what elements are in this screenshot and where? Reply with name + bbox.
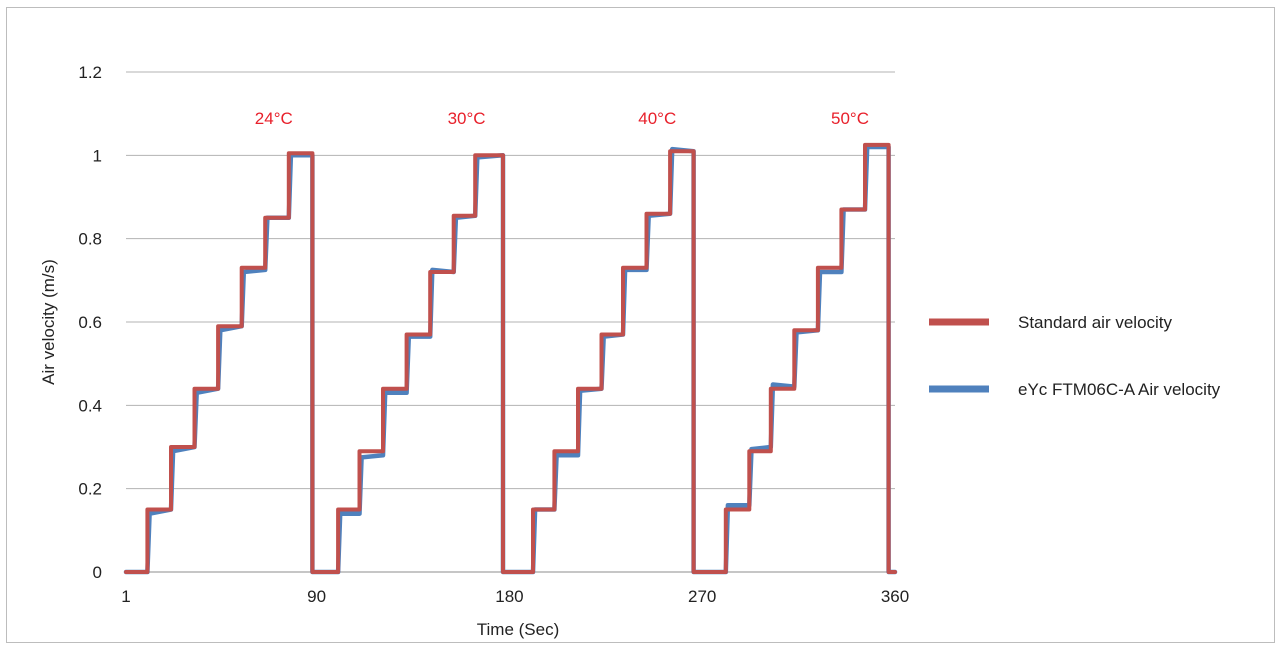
- temperature-annotations: 24°C 30°C 40°C 50°C: [255, 109, 869, 128]
- x-tick-labels: 1 90 180 270 360: [121, 587, 909, 606]
- y-tick-label: 0.6: [78, 313, 102, 332]
- series-layer: [123, 142, 898, 575]
- x-tick-label: 1: [121, 587, 130, 606]
- x-axis-title: Time (Sec): [477, 620, 560, 639]
- temperature-label: 24°C: [255, 109, 293, 128]
- y-tick-label: 0.8: [78, 230, 102, 249]
- y-tick-label: 0: [93, 563, 102, 582]
- y-tick-label: 1.2: [78, 63, 102, 82]
- temperature-label: 30°C: [448, 109, 486, 128]
- x-tick-label: 180: [495, 587, 523, 606]
- legend-label-standard: Standard air velocity: [1018, 313, 1173, 332]
- x-tick-label: 270: [688, 587, 716, 606]
- x-tick-label: 360: [881, 587, 909, 606]
- y-tick-label: 0.4: [78, 396, 102, 415]
- x-tick-label: 90: [307, 587, 326, 606]
- temperature-label: 40°C: [638, 109, 676, 128]
- y-tick-label: 0.2: [78, 480, 102, 499]
- legend: Standard air velocity eYc FTM06C-A Air v…: [929, 313, 1221, 399]
- y-tick-label: 1: [93, 146, 102, 165]
- series-line-standard: [124, 142, 897, 574]
- y-axis-title: Air velocity (m/s): [39, 259, 58, 385]
- legend-label-eyc: eYc FTM06C-A Air velocity: [1018, 380, 1221, 399]
- temperature-label: 50°C: [831, 109, 869, 128]
- series-line-eyc: [123, 144, 898, 575]
- y-tick-labels: 0 0.2 0.4 0.6 0.8 1 1.2: [78, 63, 102, 582]
- gridlines: [126, 71, 895, 573]
